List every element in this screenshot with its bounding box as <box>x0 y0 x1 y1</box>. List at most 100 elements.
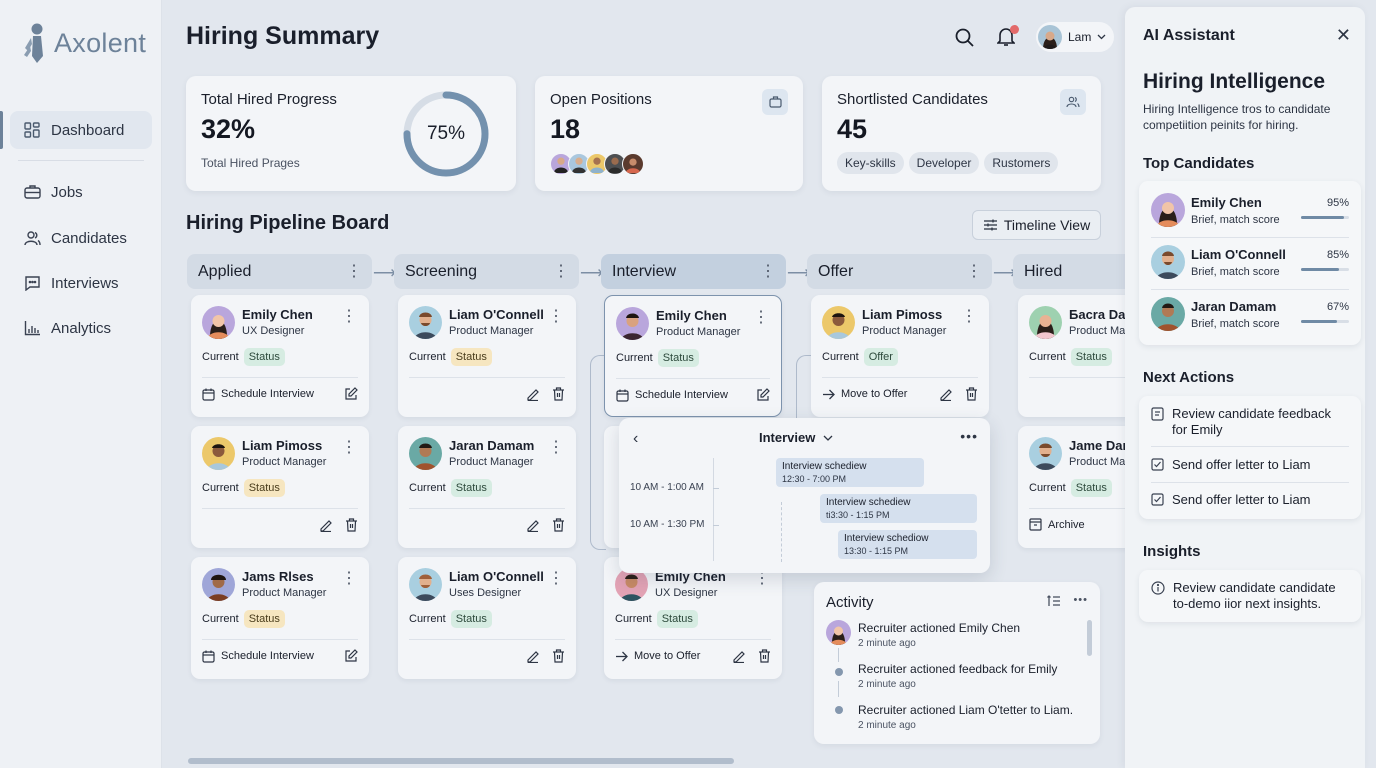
candidate-card[interactable]: Jams Rlses Product Manager ⋮ Current Stat… <box>191 557 369 679</box>
insight-item[interactable]: Review candidate candidate to-demo iior … <box>1151 580 1349 612</box>
edit-icon[interactable] <box>939 387 953 401</box>
more-vertical-icon[interactable]: ⋮ <box>346 262 362 280</box>
next-action-item[interactable]: Send offer letter to Liam <box>1151 457 1349 473</box>
top-candidate-row[interactable]: Emily Chen Brief, match score 95% <box>1151 185 1349 237</box>
chevron-left-icon[interactable]: ‹ <box>633 430 639 447</box>
sidebar: Axolent Dashboard Jobs Candidates Interv… <box>0 0 162 768</box>
candidate-card[interactable]: Emily Chen UX Designer ⋮ Current Status S… <box>191 295 369 417</box>
schedule-dropdown[interactable]: Interview <box>759 430 833 445</box>
chip[interactable]: Developer <box>908 152 980 174</box>
column-offer[interactable]: Offer ⋮ <box>807 254 992 289</box>
more-vertical-icon[interactable]: ⋮ <box>753 309 769 326</box>
archive-button[interactable]: Archive <box>1029 518 1085 531</box>
more-vertical-icon[interactable]: ⋮ <box>548 308 564 325</box>
edit-icon[interactable] <box>319 518 333 532</box>
trash-icon[interactable] <box>552 518 565 532</box>
candidate-card[interactable]: Liam O'Connell Uses Designer ⋮ Current St… <box>398 557 576 679</box>
avatar <box>1151 245 1185 279</box>
close-icon[interactable]: ✕ <box>1335 25 1351 45</box>
more-vertical-icon[interactable]: ⋮ <box>341 570 357 587</box>
skill-chips: Key-skills Developer Rustomers <box>837 152 1063 174</box>
current-label: Current <box>202 613 239 625</box>
user-menu[interactable]: Lam <box>1036 22 1115 52</box>
sort-icon[interactable] <box>1047 594 1061 610</box>
trash-icon[interactable] <box>552 649 565 663</box>
candidate-card[interactable]: Басra Dals Product Ma Current Status <box>1018 295 1138 417</box>
column-applied[interactable]: Applied ⋮ <box>187 254 372 289</box>
candidate-card[interactable]: Emily Chen UX Designer ⋮ Current Status M… <box>604 557 782 679</box>
candidate-card[interactable]: Liam Pimoss Product Manager ⋮ Current Off… <box>811 295 989 417</box>
schedule-interview-button[interactable]: Schedule Interview <box>202 650 314 663</box>
sidebar-item-dashboard[interactable]: Dashboard <box>10 111 152 149</box>
more-vertical-icon[interactable]: ⋮ <box>961 308 977 325</box>
activity-item[interactable]: Recruiter actioned Liam O'tetter to Liam… <box>858 703 1073 731</box>
interview-event[interactable]: Interview schediew ti3:30 - 1:15 PM <box>820 494 977 523</box>
briefcase-icon <box>23 183 41 201</box>
activity-item[interactable]: Recruiter actioned Emily Chen 2 minute a… <box>858 621 1020 649</box>
candidate-card[interactable]: Liam O'Connell Product Manager ⋮ Current… <box>398 295 576 417</box>
edit-icon[interactable] <box>526 387 540 401</box>
brand-logo[interactable]: Axolent <box>22 22 146 64</box>
more-vertical-icon[interactable]: ⋮ <box>966 262 982 280</box>
more-horizontal-icon[interactable]: ••• <box>960 428 978 444</box>
next-action-item[interactable]: Send offer letter to Liam <box>1151 492 1349 508</box>
candidate-card[interactable]: Jaran Damam Product Manager ⋮ Current Sta… <box>398 426 576 548</box>
chip[interactable]: Key-skills <box>837 152 904 174</box>
edit-icon[interactable] <box>732 649 746 663</box>
chip[interactable]: Rustomers <box>984 152 1059 174</box>
column-interview[interactable]: Interview ⋮ <box>601 254 786 289</box>
more-vertical-icon[interactable]: ⋮ <box>548 439 564 456</box>
move-to-offer-button[interactable]: Move to Offer <box>822 388 907 400</box>
more-vertical-icon[interactable]: ⋮ <box>760 262 776 280</box>
candidate-card-selected[interactable]: Emily Chen Product Manager ⋮ Current Stat… <box>604 295 782 417</box>
candidate-card[interactable]: Liam Pimoss Product Manager ⋮ Current Sta… <box>191 426 369 548</box>
more-vertical-icon[interactable]: ⋮ <box>341 308 357 325</box>
trash-icon[interactable] <box>965 387 978 401</box>
column-hired[interactable]: Hired <box>1013 254 1143 289</box>
user-avatar <box>1038 25 1062 49</box>
briefcase-icon[interactable] <box>762 89 788 115</box>
edit-icon[interactable] <box>756 388 770 402</box>
interview-event[interactable]: Interview schediow 13:30 - 1:15 PM <box>838 530 977 559</box>
divider <box>202 508 358 509</box>
sidebar-item-interviews[interactable]: Interviews <box>10 264 152 302</box>
activity-scrollbar[interactable] <box>1087 620 1092 656</box>
column-screening[interactable]: Screening ⋮ <box>394 254 579 289</box>
more-vertical-icon[interactable]: ⋮ <box>754 570 770 587</box>
interview-schedule-popup: ‹ Interview ••• 10 AM - 1:00 AM 10 AM - … <box>619 418 990 573</box>
top-candidate-row[interactable]: Liam O'Connell Brief, match score 85% <box>1151 237 1349 289</box>
sidebar-item-analytics[interactable]: Analytics <box>10 309 152 347</box>
users-icon[interactable] <box>1060 89 1086 115</box>
search-button[interactable] <box>952 25 976 49</box>
notifications-button[interactable] <box>994 25 1019 49</box>
event-title: Interview schediew <box>782 461 867 472</box>
next-action-text: Send offer letter to Liam <box>1172 457 1311 472</box>
activity-item[interactable]: Recruiter actioned feedback for Emily 2 … <box>858 662 1057 690</box>
top-candidate-row[interactable]: Jaran Damam Brief, match score 67% <box>1151 289 1349 341</box>
tick <box>713 525 719 526</box>
more-vertical-icon[interactable]: ⋮ <box>553 262 569 280</box>
trash-icon[interactable] <box>345 518 358 532</box>
candidate-card[interactable]: Jame Dan Product Ma Current Status Archiv… <box>1018 426 1138 548</box>
sidebar-item-jobs[interactable]: Jobs <box>10 173 152 211</box>
candidate-role: Product Manager <box>656 326 741 338</box>
edit-icon[interactable] <box>344 387 358 401</box>
more-vertical-icon[interactable]: ⋮ <box>548 570 564 587</box>
schedule-interview-button[interactable]: Schedule Interview <box>616 389 728 402</box>
active-nav-indicator <box>0 111 3 149</box>
more-vertical-icon[interactable]: ⋮ <box>341 439 357 456</box>
edit-icon[interactable] <box>344 649 358 663</box>
next-action-item[interactable]: Review candidate feedback for Emily <box>1151 406 1349 438</box>
timeline-view-button[interactable]: Timeline View <box>972 210 1101 240</box>
candidate-role: Product Ma <box>1069 325 1126 337</box>
board-horizontal-scrollbar[interactable] <box>188 758 734 764</box>
schedule-interview-button[interactable]: Schedule Interview <box>202 388 314 401</box>
sidebar-item-candidates[interactable]: Candidates <box>10 219 152 257</box>
edit-icon[interactable] <box>526 518 540 532</box>
move-to-offer-button[interactable]: Move to Offer <box>615 650 700 662</box>
edit-icon[interactable] <box>526 649 540 663</box>
more-horizontal-icon[interactable]: ••• <box>1073 594 1088 606</box>
trash-icon[interactable] <box>552 387 565 401</box>
interview-event[interactable]: Interview schediew 12:30 - 7:00 PM <box>776 458 924 487</box>
trash-icon[interactable] <box>758 649 771 663</box>
